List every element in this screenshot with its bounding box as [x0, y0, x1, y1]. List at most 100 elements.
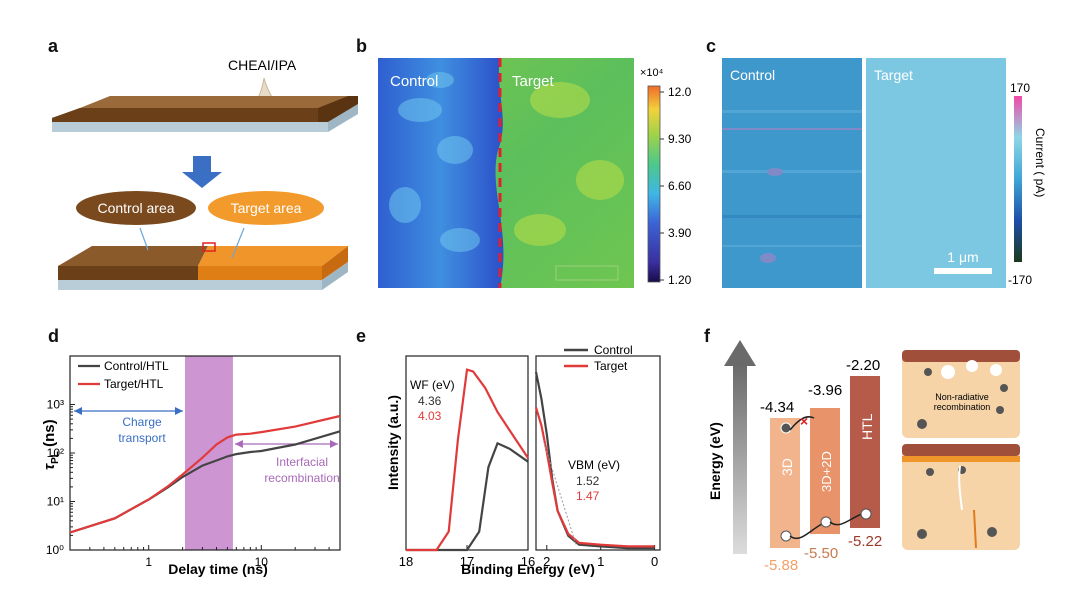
kpfm-colorbar-tick-label: 9.30 — [668, 132, 692, 146]
cafm-colorbar-title: Current ( pA) — [1033, 128, 1047, 197]
e-right-series-target — [534, 407, 655, 548]
interfacial-arrow-head — [234, 440, 243, 448]
hole-3d2d — [820, 516, 832, 528]
cafm-target-label: Target — [874, 67, 913, 83]
carrier-dots-target — [917, 466, 997, 539]
e-right-frame — [535, 355, 661, 551]
cafm-colorbar — [1014, 96, 1022, 262]
panel-label-e: e — [356, 326, 366, 346]
panel-label-b: b — [356, 36, 367, 56]
hole-transfer-arrow-2 — [829, 513, 863, 526]
interfacial-arrow-head — [330, 440, 338, 448]
solution-label: CHEAI/IPA — [228, 57, 297, 73]
kpfm-colorbar-exponent: ×10⁴ — [640, 67, 664, 79]
d-ytick-label: 10³ — [47, 398, 64, 412]
d-ytick-label: 10² — [47, 446, 64, 460]
band-htl-bottom: -5.22 — [848, 533, 882, 550]
band-3d2d-bottom: -5.50 — [804, 545, 838, 562]
film-control-front — [58, 266, 198, 280]
scale-bar-label: 1 μm — [947, 249, 978, 265]
d-ytick-label: 10⁰ — [46, 543, 64, 557]
d-legend-label: Control/HTL — [104, 359, 169, 373]
charge-transport-arrow-head — [74, 407, 82, 415]
e-left-series-control — [406, 441, 529, 552]
panel-b: Control Target ×10⁴ 12.0 9.30 6.60 3.90 1.20 — [378, 58, 692, 288]
charge-transport-label-2: transport — [118, 431, 166, 445]
panel-label-d: d — [48, 326, 59, 346]
kpfm-control-label: Control — [390, 73, 438, 90]
band-3d-name: 3D — [779, 458, 795, 476]
film-target-side — [322, 246, 348, 280]
target-area-bubble — [208, 191, 324, 225]
e-legend-label: Control — [594, 343, 633, 357]
substrate-bottom — [58, 280, 322, 290]
panel-e: Intensity (a.u.) Binding Energy (eV) 18 1… — [385, 343, 661, 577]
scale-bar — [934, 268, 992, 274]
panel-f: Energy (eV) 3D -4.34 -5.88 3D+2D -3.96 -… — [707, 340, 1020, 574]
kpfm-texture — [389, 72, 480, 252]
hole-transfer-arrow-1 — [789, 523, 823, 540]
cafm-control-label: Control — [730, 67, 775, 83]
defect-icons — [941, 360, 1002, 379]
vbm-title: VBM (eV) — [568, 458, 620, 472]
target-pointer — [231, 227, 245, 259]
e-right-xtick-label: 0 — [651, 554, 658, 569]
e-legend-label: Target — [594, 359, 628, 373]
panel-d: τPL (ns) Delay time (ns) Charge transpor… — [41, 355, 341, 577]
electron-3d — [780, 422, 792, 434]
d-ytick-label: 10¹ — [47, 495, 64, 509]
kpfm-colorbar-tick-label: 12.0 — [668, 85, 692, 99]
d-series-target-htl — [69, 414, 341, 534]
control-pointer — [139, 227, 149, 251]
panel-label-a: a — [48, 36, 59, 56]
film-target-top — [198, 246, 348, 266]
substrate-bottom-side — [322, 262, 348, 290]
wf-title: WF (eV) — [410, 378, 455, 392]
cafm-control-texture — [722, 110, 862, 263]
d-legend-label: Target/HTL — [104, 377, 164, 391]
e-left-xtick-label: 18 — [399, 554, 413, 569]
interfacial-label: Interfacial — [276, 455, 328, 469]
control-area-bubble — [76, 191, 196, 225]
e-right-xtick-label: 1 — [597, 554, 604, 569]
film-top-surface — [52, 96, 358, 122]
process-arrow-icon — [182, 156, 222, 188]
interfacial-label-2: recombination — [264, 471, 339, 485]
blocked-transfer-arrow — [789, 416, 815, 431]
energy-axis-label: Energy (eV) — [707, 422, 723, 500]
band-htl — [850, 376, 880, 528]
kpfm-control-region — [378, 58, 504, 288]
hole-htl — [860, 508, 872, 520]
interface-htl-layer-top — [902, 350, 1020, 362]
nonradiative-note-2: recombination — [934, 402, 991, 412]
panel-label-f: f — [704, 326, 711, 346]
kpfm-colorbar — [647, 85, 661, 283]
d-ylabel: τPL (ns) — [41, 419, 61, 470]
substrate-top — [52, 122, 328, 132]
energy-axis-shaft — [733, 364, 747, 554]
nonradiative-note: Non-radiative — [935, 392, 989, 402]
d-xtick-label: 1 — [145, 555, 152, 569]
interface-2d-layer — [902, 456, 1020, 462]
panel-a: CHEAI/IPA Control area Target area — [52, 57, 358, 290]
panel-c: Control Target 1 μm 170 -170 Current ( p… — [722, 58, 1047, 288]
charge-transport-label: Charge — [122, 415, 162, 429]
e-xlabel: Binding Energy (eV) — [461, 561, 595, 577]
scan-region-marker — [202, 242, 216, 252]
band-htl-name: HTL — [859, 413, 875, 440]
e-left-series-target — [406, 368, 529, 552]
vbm-control-value: 1.52 — [576, 474, 600, 488]
film-control-top — [58, 246, 208, 266]
d-xtick-label: 10 — [255, 555, 269, 569]
interface-htl-layer-target — [902, 444, 1020, 456]
kpfm-colorbar-ticks: 12.0 9.30 6.60 3.90 1.20 — [660, 85, 692, 287]
vbm-tangent — [543, 443, 577, 547]
substrate-side — [328, 104, 358, 132]
band-3d2d — [810, 408, 840, 534]
band-3d-top: -4.34 — [760, 399, 794, 416]
cafm-colorbar-top: 170 — [1010, 81, 1030, 95]
carrier-path-target — [958, 465, 963, 511]
orange-channel — [973, 509, 977, 549]
target-area-label: Target area — [231, 200, 302, 216]
